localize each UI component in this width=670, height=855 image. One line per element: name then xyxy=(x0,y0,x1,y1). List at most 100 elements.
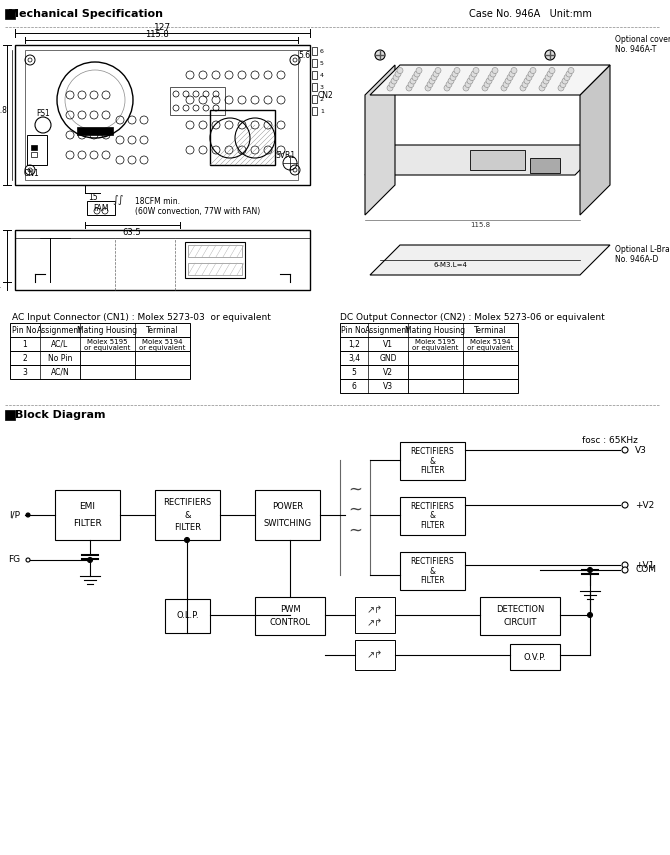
Circle shape xyxy=(547,71,553,77)
Bar xyxy=(10,323,190,337)
Text: 1: 1 xyxy=(320,109,324,114)
Text: 3: 3 xyxy=(320,85,324,90)
Text: 5: 5 xyxy=(320,61,324,66)
Text: AC Input Connector (CN1) : Molex 5273-03  or equivalent: AC Input Connector (CN1) : Molex 5273-03… xyxy=(12,312,271,321)
Bar xyxy=(312,107,317,115)
Circle shape xyxy=(622,502,628,508)
Text: Molex 5194: Molex 5194 xyxy=(142,339,183,345)
Text: &: & xyxy=(184,510,191,520)
Text: ↗↱: ↗↱ xyxy=(367,605,383,615)
Text: SVR1: SVR1 xyxy=(275,150,295,160)
Text: 64.8: 64.8 xyxy=(0,105,7,115)
Bar xyxy=(15,45,310,185)
Circle shape xyxy=(568,68,574,74)
Text: CN1: CN1 xyxy=(24,168,40,178)
Circle shape xyxy=(425,85,431,91)
Text: Mating Housing: Mating Housing xyxy=(405,326,466,334)
Text: Mechanical Specification: Mechanical Specification xyxy=(7,9,163,19)
Circle shape xyxy=(560,81,566,87)
Circle shape xyxy=(490,71,496,77)
Text: PWM: PWM xyxy=(279,605,300,614)
Polygon shape xyxy=(365,145,605,175)
Circle shape xyxy=(541,81,547,87)
Circle shape xyxy=(393,74,399,80)
Text: FG: FG xyxy=(8,556,20,564)
Circle shape xyxy=(452,71,458,77)
Text: 6: 6 xyxy=(352,381,356,391)
Circle shape xyxy=(509,71,515,77)
Text: Terminal: Terminal xyxy=(146,326,179,334)
Text: No Pin: No Pin xyxy=(48,353,72,363)
Circle shape xyxy=(469,74,475,80)
Circle shape xyxy=(488,74,494,80)
Text: 2: 2 xyxy=(23,353,27,363)
Bar xyxy=(165,599,210,633)
Text: AC/N: AC/N xyxy=(51,368,70,376)
Text: RECTIFIERS: RECTIFIERS xyxy=(411,447,454,456)
Circle shape xyxy=(588,612,592,617)
Text: FS1: FS1 xyxy=(36,109,50,117)
Text: &: & xyxy=(429,457,436,465)
Circle shape xyxy=(545,50,555,60)
Text: RECTIFIERS: RECTIFIERS xyxy=(411,557,454,566)
Bar xyxy=(340,351,518,365)
Bar xyxy=(188,263,242,275)
Circle shape xyxy=(484,81,490,87)
Bar xyxy=(10,337,190,351)
Text: +V2: +V2 xyxy=(635,500,654,510)
Circle shape xyxy=(429,78,435,84)
Text: Pin No.: Pin No. xyxy=(340,326,367,334)
Bar xyxy=(340,337,518,351)
Bar xyxy=(340,365,518,379)
Text: SWITCHING: SWITCHING xyxy=(263,519,312,528)
Circle shape xyxy=(467,78,473,84)
Text: 127: 127 xyxy=(154,22,171,32)
Bar xyxy=(155,490,220,540)
Text: 115.8: 115.8 xyxy=(470,222,490,228)
Text: 6: 6 xyxy=(320,49,324,54)
Text: Block Diagram: Block Diagram xyxy=(15,410,105,420)
Polygon shape xyxy=(580,65,610,215)
Text: EMI: EMI xyxy=(80,502,96,511)
Text: 76: 76 xyxy=(0,110,1,120)
Text: 63.5: 63.5 xyxy=(123,227,141,237)
Bar xyxy=(312,59,317,67)
Bar xyxy=(255,597,325,635)
Text: ~
~
~: ~ ~ ~ xyxy=(348,481,362,540)
Circle shape xyxy=(414,71,420,77)
Text: V2: V2 xyxy=(383,368,393,376)
Text: +V1: +V1 xyxy=(635,561,655,569)
Circle shape xyxy=(427,81,433,87)
Circle shape xyxy=(622,447,628,453)
Circle shape xyxy=(539,85,545,91)
Bar xyxy=(255,490,320,540)
Text: Mating Housing: Mating Housing xyxy=(78,326,137,334)
Circle shape xyxy=(522,81,528,87)
Text: FAM: FAM xyxy=(93,203,109,213)
Text: COM: COM xyxy=(635,565,656,575)
Text: &: & xyxy=(429,567,436,575)
Text: CONTROL: CONTROL xyxy=(269,618,310,627)
Bar xyxy=(5,9,15,19)
Bar xyxy=(400,552,465,590)
Circle shape xyxy=(486,78,492,84)
Text: or equivalent: or equivalent xyxy=(412,345,459,351)
Polygon shape xyxy=(370,245,610,275)
Circle shape xyxy=(391,78,397,84)
Text: 3: 3 xyxy=(23,368,27,376)
Bar xyxy=(10,365,190,379)
Circle shape xyxy=(526,74,532,80)
Circle shape xyxy=(389,81,395,87)
Circle shape xyxy=(395,71,401,77)
Circle shape xyxy=(566,71,572,77)
Circle shape xyxy=(408,81,414,87)
Text: O.V.P.: O.V.P. xyxy=(524,652,546,662)
Circle shape xyxy=(410,78,416,84)
Circle shape xyxy=(88,557,92,563)
Bar xyxy=(55,490,120,540)
Text: FILTER: FILTER xyxy=(420,466,445,475)
Text: CN2: CN2 xyxy=(318,91,334,99)
Text: FILTER: FILTER xyxy=(174,523,201,532)
Bar xyxy=(400,442,465,480)
Circle shape xyxy=(463,85,469,91)
